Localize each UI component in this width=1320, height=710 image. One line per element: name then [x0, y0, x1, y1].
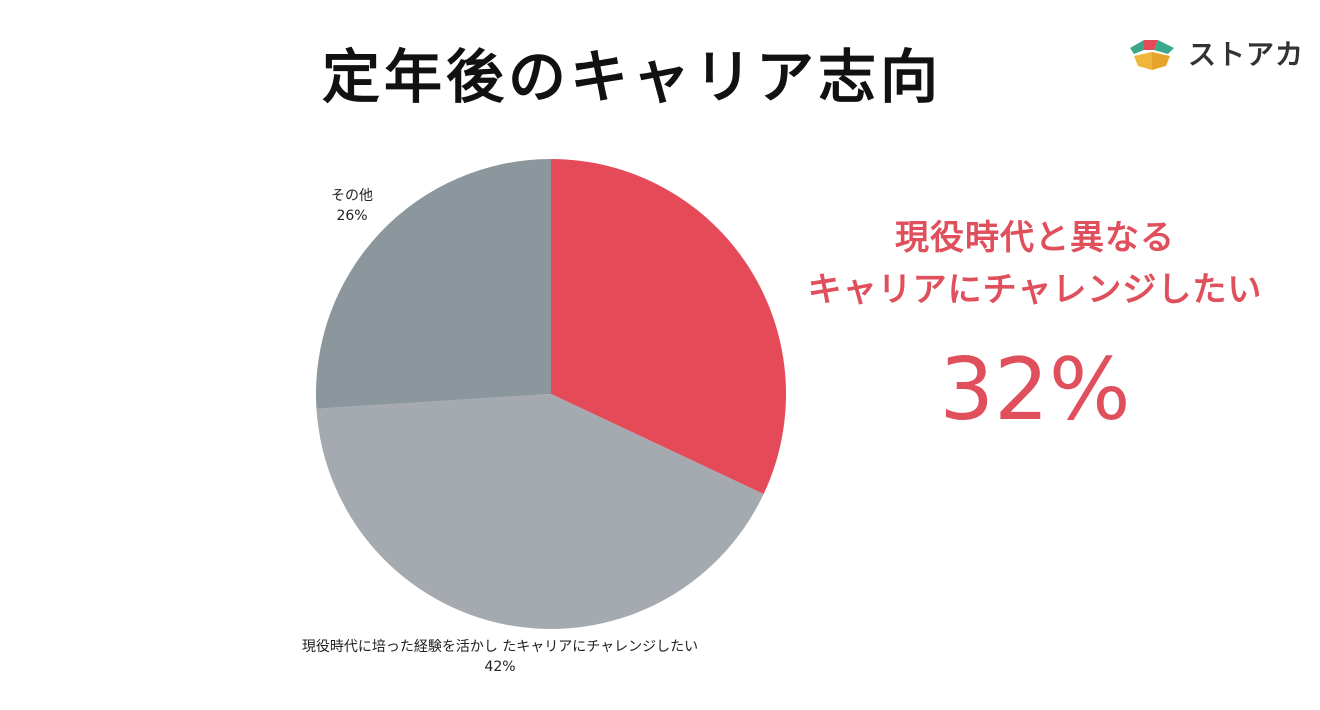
logo: ストアカ [1124, 30, 1304, 76]
pie-label-experience-text: 現役時代に培った経験を活かし たキャリアにチャレンジしたい [301, 639, 699, 655]
storeaca-logo-icon [1130, 40, 1174, 70]
page-title: 定年後のキャリア志向 [321, 43, 942, 111]
highlight-value: 32% [939, 340, 1131, 440]
pie-label-experience: 現役時代に培った経験を活かし たキャリアにチャレンジしたい 42% [250, 637, 750, 677]
pie-label-other-text: その他 [331, 188, 373, 204]
pie-label-other-value: 26% [336, 208, 368, 224]
pie-label-other: その他 26% [300, 186, 404, 226]
logo-text: ストアカ [1188, 38, 1305, 71]
highlight-line-1: 現役時代と異なる [895, 218, 1175, 258]
pie-slice-other [316, 159, 551, 409]
pie-slice-experience-career [316, 394, 764, 629]
highlight-line-2: キャリアにチャレンジしたい [807, 270, 1263, 310]
pie-label-experience-value: 42% [484, 659, 516, 675]
highlight-callout: 現役時代と異なる キャリアにチャレンジしたい 32% [780, 212, 1290, 440]
pie-slice-different-career [551, 159, 786, 495]
